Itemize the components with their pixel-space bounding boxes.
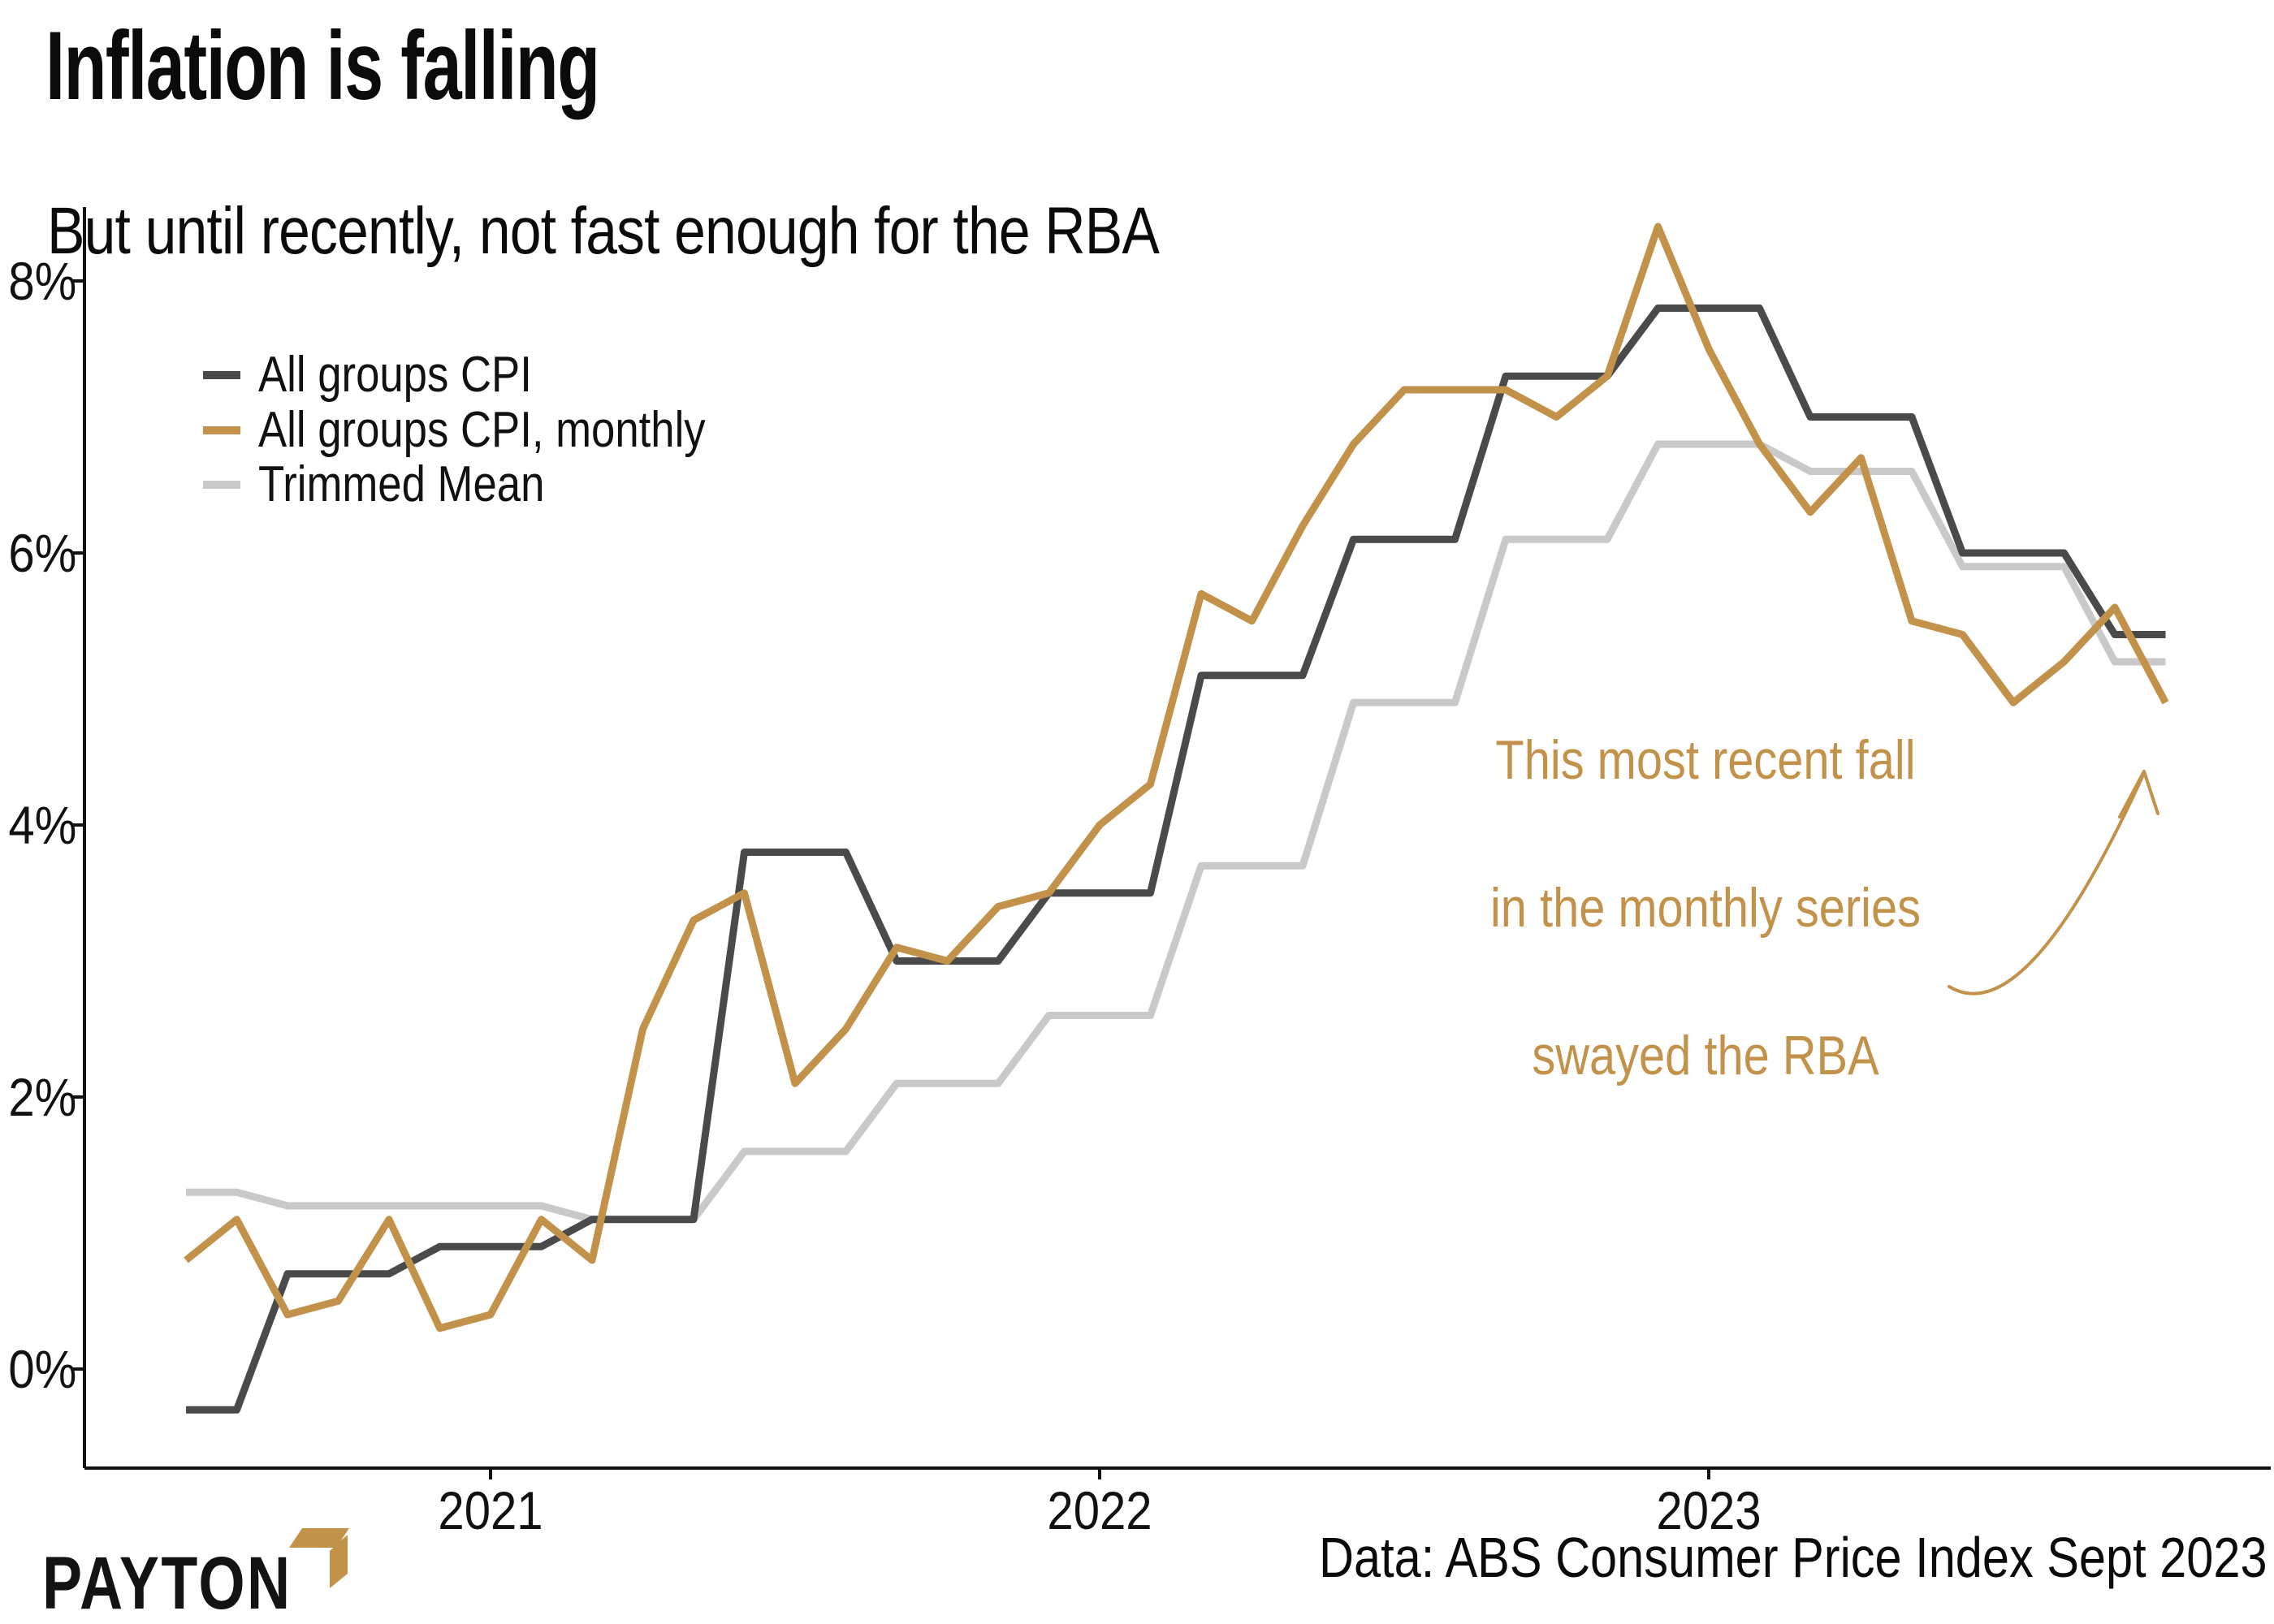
y-axis-label: 4% (8, 795, 77, 855)
y-axis-label: 2% (8, 1067, 77, 1127)
x-axis-label: 2023 (1656, 1480, 1762, 1540)
annotation-arrow (1948, 770, 2159, 996)
y-axis-label: 0% (8, 1339, 77, 1399)
series-line-trimmed_mean (186, 440, 2166, 1224)
series-line-cpi_quarterly (186, 304, 2166, 1414)
series-line-cpi_monthly (184, 222, 2169, 1332)
legend-label-cpi_quarterly: All groups CPI (258, 347, 532, 403)
page-title: Inflation is falling (45, 11, 600, 120)
x-axis-label: 2022 (1047, 1480, 1152, 1540)
y-axis-label: 6% (8, 523, 77, 583)
legend-label-trimmed_mean: Trimmed Mean (258, 456, 545, 512)
annotation-line-1: This most recent fall (1495, 729, 1916, 791)
payton-logo-mark-icon (289, 1528, 349, 1588)
payton-logo-text: PAYTON (42, 1542, 292, 1624)
legend-swatches (203, 371, 240, 489)
annotation-line-3: swayed the RBA (1532, 1025, 1879, 1086)
data-series-lines (184, 222, 2169, 1414)
x-axis-label: 2021 (438, 1480, 543, 1540)
axis-ticks (73, 279, 1710, 1479)
annotation-line-2: in the monthly series (1489, 877, 1922, 939)
y-axis-label: 8% (8, 251, 77, 311)
data-source-note: Data: ABS Consumer Price Index Sept 2023 (1319, 1526, 2268, 1589)
annotation-text: This most recent fall in the monthly ser… (1373, 686, 2038, 1129)
legend-label-cpi_monthly: All groups CPI, monthly (258, 402, 706, 458)
page-subtitle: But until recently, not fast enough for … (47, 194, 1160, 268)
